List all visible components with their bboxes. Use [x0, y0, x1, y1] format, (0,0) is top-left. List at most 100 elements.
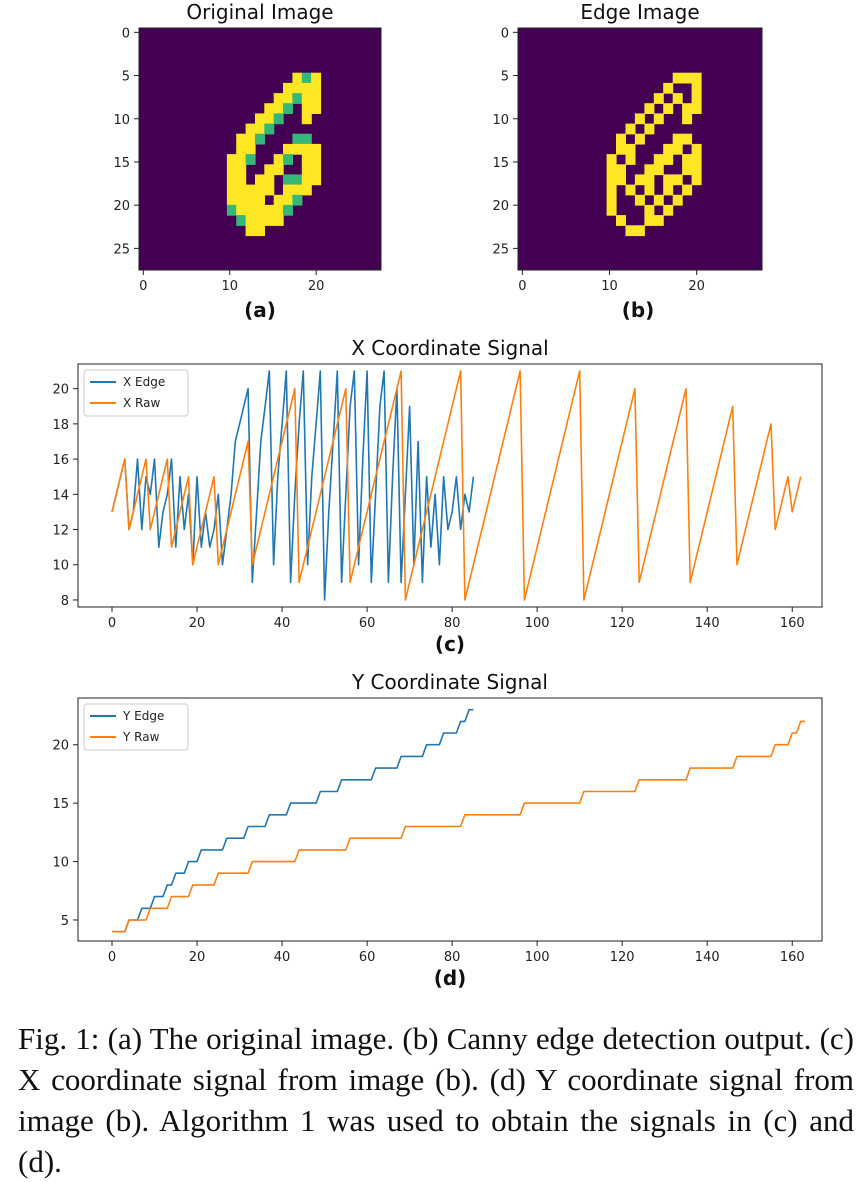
image-pixel — [245, 215, 256, 226]
edge-pixel — [634, 133, 645, 145]
panel-b-frame — [517, 27, 763, 271]
image-pixel — [311, 82, 322, 94]
image-pixel — [255, 194, 265, 206]
edge-pixel — [672, 72, 683, 84]
panel-a-frame — [138, 27, 382, 271]
chart-d: Y Coordinate Signal 0 20 40 60 80 100 120 140 16… — [52, 670, 823, 990]
image-pixel — [273, 164, 284, 176]
panel-a-axes: 0 5 10 15 20 25 0 10 20 — [113, 26, 324, 294]
image-pixel — [226, 154, 237, 165]
chart-d-title: Y Coordinate Signal — [351, 670, 548, 694]
image-pixel — [273, 194, 284, 206]
image-pixel — [245, 204, 256, 216]
image-pixel — [311, 164, 322, 176]
x-tick-label: 100 — [525, 950, 550, 965]
edge-pixel — [625, 123, 636, 135]
edge-pixel — [663, 154, 674, 165]
edge-pixel — [606, 184, 617, 196]
edge-pixel — [672, 143, 683, 155]
y-tick-label: 14 — [52, 488, 69, 503]
panel-b-edge-image — [606, 72, 702, 237]
edge-pixel — [634, 174, 645, 186]
edge-pixel — [672, 174, 683, 186]
x-tick-label: 0 — [139, 279, 147, 294]
y-tick-label: 10 — [52, 856, 69, 871]
edge-pixel — [663, 204, 674, 216]
edge-pixel — [691, 93, 702, 104]
x-tick-label: 40 — [274, 616, 291, 631]
figure-caption: Fig. 1: (a) The original image. (b) Cann… — [18, 1021, 854, 1179]
image-pixel — [264, 204, 275, 216]
y-tick-label: 15 — [492, 156, 509, 171]
chart-d-label: (d) — [434, 966, 467, 990]
image-pixel — [283, 154, 293, 165]
panel-a-title: Original Image — [186, 0, 333, 24]
x-tick-label: 40 — [274, 950, 291, 965]
x-tick-label: 140 — [695, 950, 720, 965]
image-pixel — [311, 93, 322, 104]
x-tick-label: 20 — [189, 616, 206, 631]
image-pixel — [273, 103, 284, 114]
x-tick-label: 60 — [359, 616, 376, 631]
y-tick-label: 5 — [501, 70, 509, 85]
image-pixel — [264, 215, 275, 226]
image-pixel — [245, 154, 256, 165]
edge-pixel — [682, 133, 693, 145]
edge-pixel — [616, 164, 626, 176]
image-pixel — [283, 194, 293, 206]
image-pixel — [301, 82, 312, 94]
series-line-y-edge — [112, 708, 474, 933]
edge-pixel — [663, 184, 674, 196]
series-line-x-raw — [111, 370, 802, 601]
x-tick-label: 0 — [518, 279, 526, 294]
image-pixel — [292, 143, 303, 155]
edge-pixel — [682, 184, 693, 196]
edge-pixel — [616, 143, 626, 155]
edge-pixel — [691, 154, 702, 165]
chart-d-legend-label-y-edge: Y Edge — [122, 709, 164, 723]
y-tick-label: 10 — [113, 113, 130, 128]
image-pixel — [236, 164, 247, 176]
image-pixel — [273, 93, 284, 104]
image-pixel — [226, 194, 237, 206]
y-tick-label: 5 — [122, 70, 130, 85]
edge-pixel — [691, 143, 702, 155]
image-pixel — [301, 103, 312, 114]
image-pixel — [236, 133, 247, 145]
image-pixel — [255, 113, 265, 125]
edge-pixel — [625, 143, 636, 155]
image-pixel — [245, 123, 256, 135]
edge-pixel — [634, 225, 645, 237]
y-tick-label: 25 — [113, 242, 130, 257]
edge-pixel — [672, 133, 683, 145]
x-tick-label: 0 — [108, 616, 116, 631]
x-tick-label: 10 — [221, 279, 238, 294]
image-pixel — [292, 133, 303, 145]
edge-pixel — [653, 154, 664, 165]
edge-pixel — [682, 72, 693, 84]
image-pixel — [283, 93, 293, 104]
edge-pixel — [653, 164, 664, 176]
edge-pixel — [691, 174, 702, 186]
edge-pixel — [644, 103, 655, 114]
edge-pixel — [653, 194, 664, 206]
image-pixel — [245, 184, 256, 196]
y-tick-label: 15 — [113, 156, 130, 171]
y-tick-label: 15 — [52, 797, 69, 812]
image-pixel — [301, 93, 312, 104]
image-pixel — [292, 184, 303, 196]
edge-pixel — [672, 93, 683, 104]
y-tick-label: 25 — [492, 242, 509, 257]
y-tick-label: 10 — [492, 113, 509, 128]
x-tick-label: 20 — [189, 950, 206, 965]
image-pixel — [245, 194, 256, 206]
chart-c-legend-label-x-raw: X Raw — [123, 396, 160, 410]
panel-a: Original Image 0 5 10 15 20 25 0 10 20 (a) — [113, 0, 382, 322]
edge-pixel — [625, 154, 636, 165]
image-pixel — [236, 174, 247, 186]
edge-pixel — [682, 103, 693, 114]
image-pixel — [264, 184, 275, 196]
edge-pixel — [634, 194, 645, 206]
image-pixel — [292, 174, 303, 186]
x-tick-label: 10 — [601, 279, 618, 294]
